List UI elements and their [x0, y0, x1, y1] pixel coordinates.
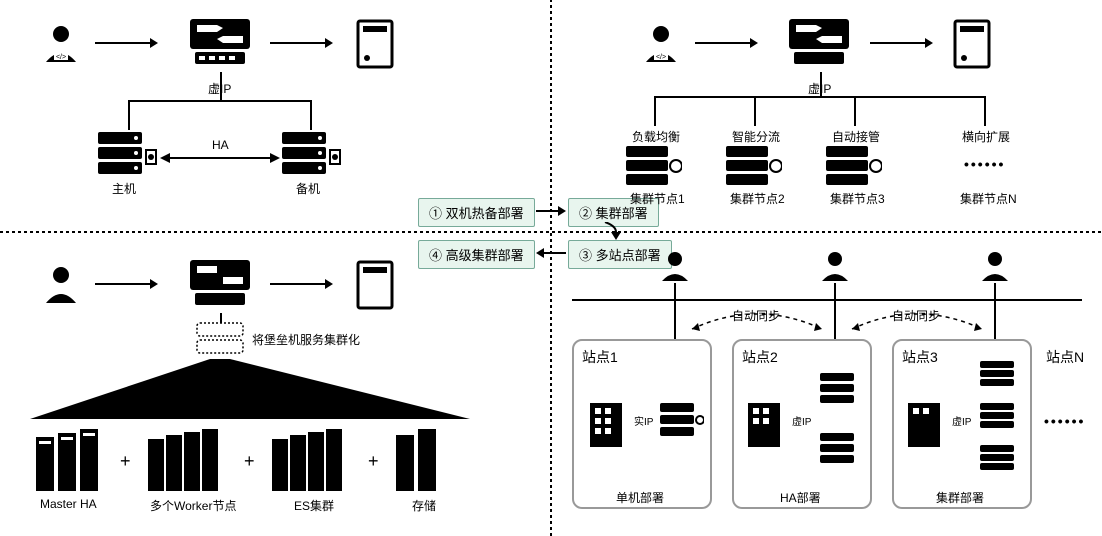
svg-text:</>: </> — [56, 54, 66, 61]
quadrant-ha: </> 虚IP HA 主机 备机 — [0, 0, 550, 231]
line-r — [310, 100, 312, 130]
svg-text:</>: </> — [656, 54, 666, 61]
user-icon: </> — [40, 22, 82, 64]
label-m2: 多个Worker节点 — [150, 497, 236, 514]
drop2 — [834, 283, 836, 339]
label-n1: 集群节点1 — [630, 190, 685, 207]
building-icon — [904, 399, 944, 449]
site2-mode: HA部署 — [780, 489, 821, 506]
mini-cluster-icon — [195, 321, 245, 355]
user-icon: </> — [640, 22, 682, 64]
label-nN: 集群节点N — [960, 190, 1017, 207]
label-sync1: 自动同步 — [732, 307, 780, 324]
es-icon — [272, 429, 356, 491]
arrow — [870, 42, 930, 44]
arrow — [270, 283, 330, 285]
server-icon — [355, 18, 395, 70]
site3-ip: 虚IP — [952, 413, 971, 428]
site1-mode: 单机部署 — [616, 489, 664, 506]
user-icon — [40, 263, 82, 305]
switch-icon — [784, 14, 854, 70]
user-icon — [978, 249, 1012, 283]
server-stack-icon — [660, 403, 704, 437]
node1-icon — [626, 146, 682, 186]
dots: •••••• — [1044, 413, 1085, 429]
label-ha: HA — [212, 138, 229, 152]
label-c2: 智能分流 — [732, 128, 780, 145]
line — [220, 313, 222, 323]
quadrant-cluster: </> 虚IP 负载均衡 智能分流 自动接管 横向扩展 •••••• 集群节点1… — [552, 0, 1102, 231]
trapezoid — [30, 359, 470, 419]
node2-icon — [726, 146, 782, 186]
line — [854, 96, 856, 126]
arrow-user-switch — [95, 42, 155, 44]
drop3 — [994, 283, 996, 339]
server-stack-icon — [980, 445, 1024, 471]
line-h — [128, 100, 312, 102]
worker-icon — [148, 429, 232, 491]
label-n3: 集群节点3 — [830, 190, 885, 207]
line — [754, 96, 756, 126]
label-c1: 负载均衡 — [632, 128, 680, 145]
quadrant-advanced: 将堡垒机服务集群化 + + + Master HA 多个Worker节点 ES集… — [0, 233, 550, 536]
site1-title: 站点1 — [582, 347, 618, 367]
server-icon — [355, 259, 395, 311]
server-stack-icon — [820, 433, 864, 463]
site3-title: 站点3 — [902, 347, 938, 367]
master-ha-icon — [36, 429, 108, 491]
line — [654, 96, 656, 126]
label-m3: ES集群 — [294, 497, 334, 514]
server-stack-icon — [980, 403, 1024, 429]
label-n2: 集群节点2 — [730, 190, 785, 207]
line — [984, 96, 986, 126]
label-standby: 备机 — [296, 180, 320, 197]
host-server-icon — [98, 132, 158, 176]
dots: •••••• — [964, 156, 1005, 172]
label-sync2: 自动同步 — [892, 307, 940, 324]
plus2: + — [244, 451, 255, 472]
arrow-switch-server — [270, 42, 330, 44]
server-stack-icon — [820, 373, 864, 403]
user-icon — [658, 249, 692, 283]
storage-icon — [396, 429, 456, 491]
line — [654, 96, 986, 98]
site2-title: 站点2 — [742, 347, 778, 367]
label-host: 主机 — [112, 180, 136, 197]
switch-icon — [185, 14, 255, 70]
plus3: + — [368, 451, 379, 472]
bus-line — [572, 299, 1082, 301]
ha-arrow — [160, 150, 280, 166]
plus1: + — [120, 451, 131, 472]
line — [820, 72, 822, 96]
server-stack-icon — [980, 361, 1024, 387]
site1-ip: 实IP — [634, 413, 653, 428]
line-l — [128, 100, 130, 130]
siteN-title: 站点N — [1046, 347, 1084, 367]
label-c4: 横向扩展 — [962, 128, 1010, 145]
server-icon — [952, 18, 992, 70]
label-c3: 自动接管 — [832, 128, 880, 145]
switch-icon — [185, 255, 255, 311]
site2-ip: 虚IP — [792, 413, 811, 428]
label-m4: 存储 — [412, 497, 436, 514]
quadrant-multisite: 自动同步 自动同步 站点1 站点2 站点3 站点N •••••• 实IP 单机部… — [552, 233, 1102, 536]
building-icon — [744, 399, 784, 449]
label-note: 将堡垒机服务集群化 — [252, 331, 360, 348]
site3-mode: 集群部署 — [936, 489, 984, 506]
user-icon — [818, 249, 852, 283]
node3-icon — [826, 146, 882, 186]
label-m1: Master HA — [40, 497, 97, 511]
line-vip-down — [220, 72, 222, 100]
drop1 — [674, 283, 676, 339]
arrow — [695, 42, 755, 44]
building-icon — [586, 399, 626, 449]
arrow — [95, 283, 155, 285]
standby-server-icon — [282, 132, 342, 176]
